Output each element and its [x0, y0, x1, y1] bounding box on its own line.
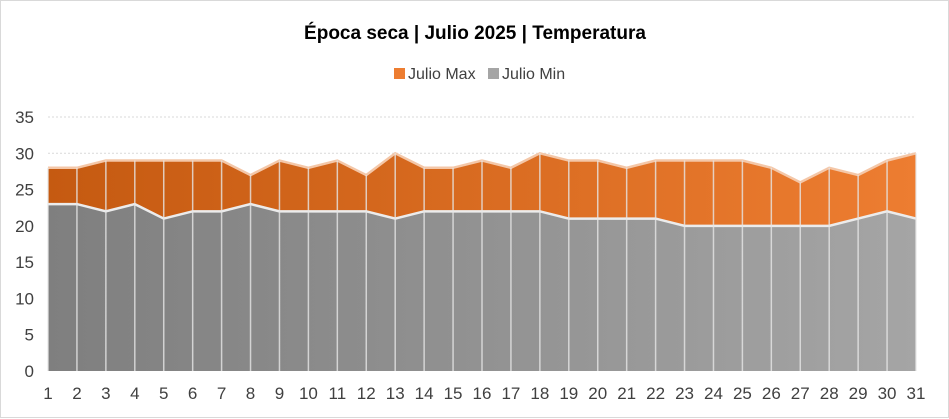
- x-tick-label: 1: [43, 384, 52, 403]
- x-tick-label: 20: [588, 384, 607, 403]
- legend-swatch-max: [394, 68, 405, 79]
- x-tick-label: 24: [704, 384, 723, 403]
- x-tick-label: 27: [791, 384, 810, 403]
- x-tick-label: 6: [188, 384, 197, 403]
- y-tick-label: 5: [25, 326, 34, 345]
- x-tick-label: 15: [444, 384, 463, 403]
- y-tick-label: 20: [15, 217, 34, 236]
- x-tick-label: 25: [733, 384, 752, 403]
- x-tick-label: 2: [72, 384, 81, 403]
- x-tick-label: 21: [617, 384, 636, 403]
- y-tick-label: 35: [15, 108, 34, 127]
- x-tick-label: 10: [299, 384, 318, 403]
- x-tick-label: 18: [530, 384, 549, 403]
- x-tick-label: 22: [646, 384, 665, 403]
- y-tick-label: 30: [15, 144, 34, 163]
- y-tick-label: 25: [15, 181, 34, 200]
- x-tick-label: 30: [878, 384, 897, 403]
- x-tick-label: 8: [246, 384, 255, 403]
- x-tick-label: 26: [762, 384, 781, 403]
- x-tick-label: 16: [473, 384, 492, 403]
- x-tick-label: 3: [101, 384, 110, 403]
- x-tick-label: 29: [849, 384, 868, 403]
- x-tick-label: 7: [217, 384, 226, 403]
- y-tick-label: 10: [15, 289, 34, 308]
- x-tick-label: 19: [559, 384, 578, 403]
- chart-title: Época seca | Julio 2025 | Temperatura: [304, 22, 646, 44]
- x-tick-label: 28: [820, 384, 839, 403]
- legend-swatch-min: [488, 68, 499, 79]
- x-tick-label: 11: [329, 384, 347, 403]
- x-tick-label: 13: [386, 384, 405, 403]
- x-tick-label: 5: [159, 384, 168, 403]
- y-tick-label: 0: [25, 362, 34, 381]
- y-tick-label: 15: [15, 253, 34, 272]
- x-tick-label: 23: [675, 384, 694, 403]
- legend-label-min: Julio Min: [502, 66, 565, 83]
- x-tick-label: 9: [275, 384, 284, 403]
- x-tick-label: 17: [501, 384, 520, 403]
- x-tick-label: 4: [130, 384, 139, 403]
- x-tick-label: 14: [415, 384, 434, 403]
- legend-label-max: Julio Max: [408, 66, 476, 83]
- legend: Julio Max Julio Min: [394, 66, 565, 83]
- x-tick-label: 12: [357, 384, 376, 403]
- x-tick-label: 31: [907, 384, 926, 403]
